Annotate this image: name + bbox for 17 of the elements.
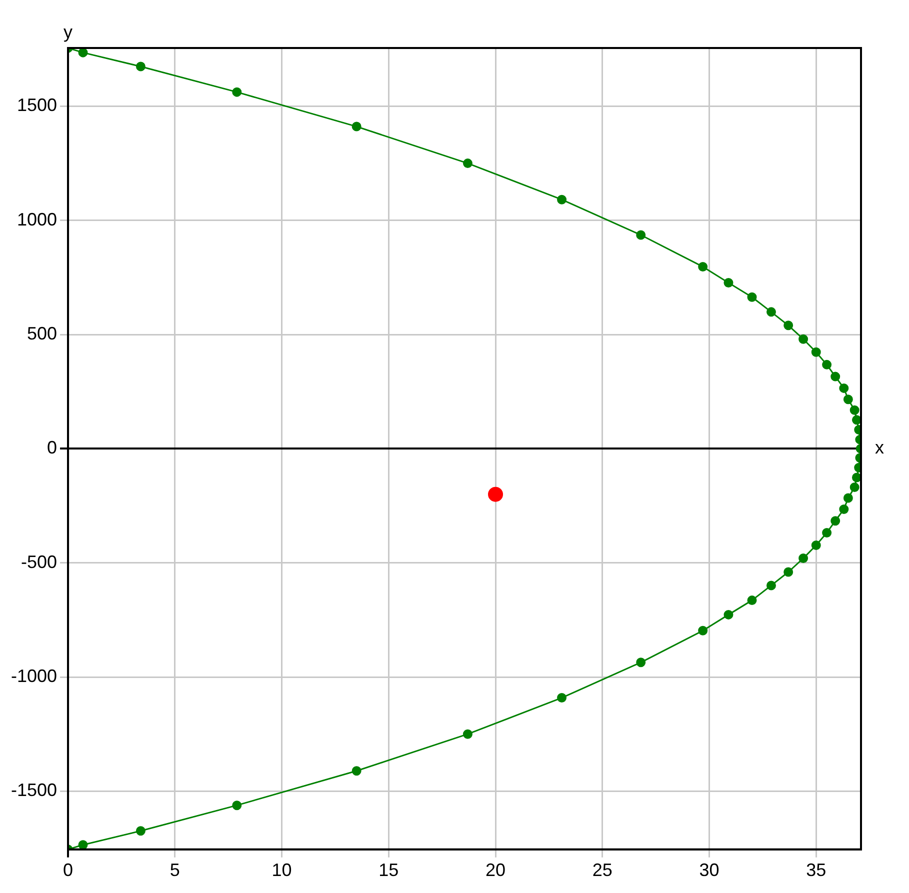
x-tick-label: 30 [699, 860, 720, 880]
x-tick-label: 25 [592, 860, 612, 880]
x-tick-label: 20 [485, 860, 506, 880]
y-tick-label: -500 [21, 552, 58, 572]
x-tick-label: 0 [63, 860, 74, 880]
y-tick-label: 1500 [16, 95, 58, 116]
y-tick-label: 500 [26, 324, 58, 344]
x-axis-title: x [875, 438, 884, 458]
y-tick-label: -1500 [10, 780, 58, 800]
x-tick-label: 5 [170, 860, 180, 880]
y-tick-label: 0 [47, 438, 58, 458]
x-tick-label: 10 [272, 860, 292, 880]
x-tick-label: 35 [806, 860, 826, 880]
y-tick-label: 1000 [16, 209, 58, 230]
y-tick-label: -1000 [10, 666, 58, 686]
y-axis-title: y [64, 22, 73, 42]
x-tick-label: 15 [378, 860, 399, 880]
